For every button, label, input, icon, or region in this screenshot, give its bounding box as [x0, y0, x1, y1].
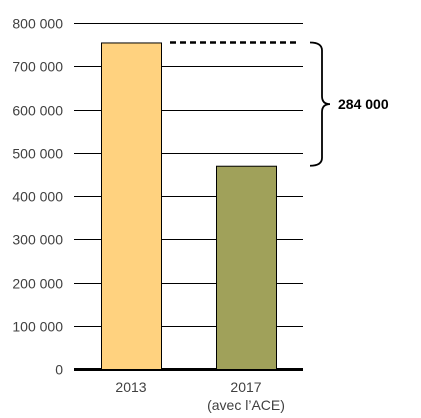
y-tick-label: 800 000 [12, 16, 63, 32]
difference-annotation: 284 000 [170, 41, 389, 167]
y-tick-label: 500 000 [12, 146, 63, 162]
x-category-label: 2017 [230, 379, 261, 395]
y-tick-label: 100 000 [12, 319, 63, 335]
bar-2 [216, 165, 277, 370]
bars [101, 42, 277, 371]
bar-1 [101, 42, 162, 371]
x-axis-labels: 2013 2017 (avec l’ACE) [115, 379, 284, 413]
y-tick-label: 0 [55, 362, 63, 378]
curly-brace [309, 41, 331, 167]
x-category-label: 2013 [115, 379, 146, 395]
y-tick-label: 200 000 [12, 276, 63, 292]
y-tick-label: 700 000 [12, 59, 63, 75]
y-axis-tick-labels: 0 100 000 200 000 300 000 400 000 500 000 600 … [12, 16, 63, 378]
difference-label: 284 000 [338, 96, 389, 112]
y-tick-label: 600 000 [12, 103, 63, 119]
x-category-label-line2: (avec l’ACE) [207, 397, 285, 413]
y-tick-label: 400 000 [12, 189, 63, 205]
y-tick-label: 300 000 [12, 232, 63, 248]
